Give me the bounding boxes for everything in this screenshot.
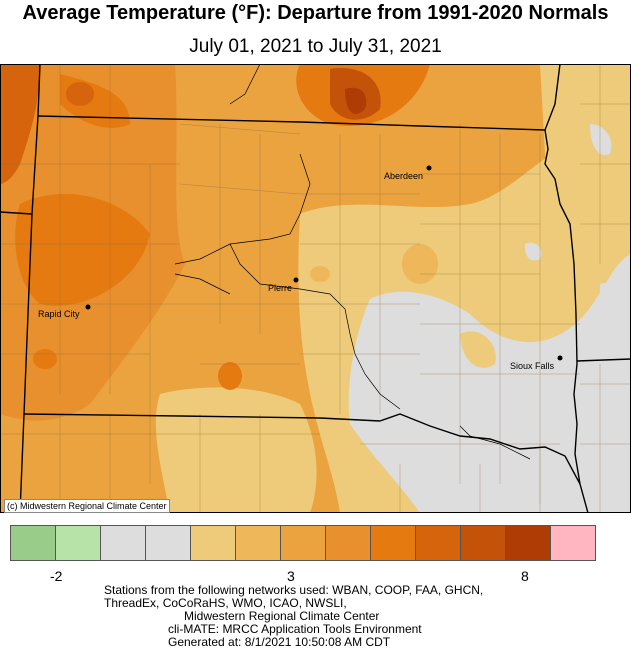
footer-line: Midwestern Regional Climate Center [184, 609, 380, 623]
field-hotspot-north-core [345, 87, 367, 114]
field-warm-dot [402, 244, 438, 284]
legend-swatch [325, 525, 371, 561]
legend-tick-label: 3 [287, 568, 295, 584]
field-warm-dot [66, 82, 94, 106]
map-title: Average Temperature (°F): Departure from… [22, 2, 609, 24]
legend-swatch [145, 525, 191, 561]
legend-swatch [505, 525, 551, 561]
field-warm-dot [310, 266, 330, 282]
copyright-credit: (c) Midwestern Regional Climate Center [4, 499, 170, 513]
temperature-departure-map: Aberdeen Pierre Rapid City Sioux Falls [0, 64, 631, 513]
city-label: Pierre [268, 283, 292, 293]
legend-swatch [280, 525, 326, 561]
legend-swatch [190, 525, 236, 561]
map-canvas: Aberdeen Pierre Rapid City Sioux Falls [0, 64, 631, 513]
field-southeast-normal [348, 254, 631, 513]
field-ne-normal [590, 124, 612, 156]
color-legend [10, 525, 596, 563]
city-marker [293, 277, 299, 283]
city-label: Sioux Falls [510, 361, 555, 371]
county-lines [0, 64, 631, 513]
city-marker [85, 304, 91, 310]
map-subtitle: July 01, 2021 to July 31, 2021 [189, 36, 442, 57]
footer-line: cli-MATE: MRCC Application Tools Environ… [168, 622, 422, 636]
legend-swatch [460, 525, 506, 561]
footer-line: Stations from the following networks use… [104, 583, 484, 597]
field-warm-dot [218, 362, 242, 390]
city-sioux-falls: Sioux Falls [510, 355, 563, 371]
city-pierre: Pierre [268, 277, 299, 293]
legend-swatch [100, 525, 146, 561]
field-northeast-light [540, 64, 631, 244]
city-marker [557, 355, 563, 361]
city-aberdeen: Aberdeen [384, 165, 432, 181]
legend-tick-label: 8 [521, 568, 529, 584]
legend-tick-label: -2 [50, 568, 63, 584]
field-south-light [155, 387, 317, 513]
legend-swatch [550, 525, 596, 561]
city-rapid-city: Rapid City [38, 304, 91, 319]
footer-notes: Stations from the following networks use… [104, 584, 483, 649]
legend-swatch [235, 525, 281, 561]
field-black-hills [15, 194, 151, 306]
field-nw-hot [0, 64, 40, 184]
legend-swatch [55, 525, 101, 561]
footer-line: Generated at: 8/1/2021 10:50:08 AM CDT [168, 635, 391, 649]
field-east-center-normal [524, 242, 542, 261]
city-label: Aberdeen [384, 171, 423, 181]
field-warm-dot [33, 349, 57, 369]
state-borders [0, 64, 631, 513]
legend-swatch [415, 525, 461, 561]
legend-swatch [10, 525, 56, 561]
field-southeast-light-island [460, 331, 496, 368]
footer-line: ThreadEx, CoCoRaHS, WMO, ICAO, NWSLI, [104, 596, 347, 610]
city-marker [426, 165, 432, 171]
city-label: Rapid City [38, 309, 80, 319]
legend-swatch [370, 525, 416, 561]
field-east-edge-normal [600, 282, 631, 364]
rivers [174, 64, 531, 460]
